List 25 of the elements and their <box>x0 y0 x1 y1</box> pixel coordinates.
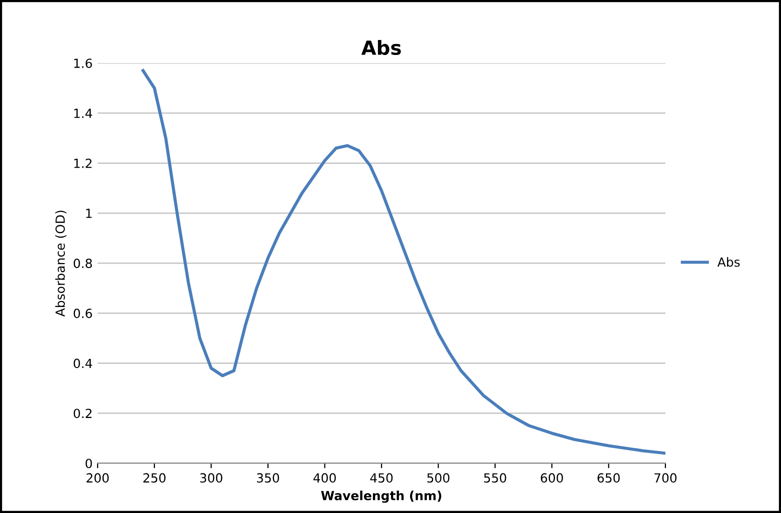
y-tick-label: 1.2 <box>74 158 92 168</box>
x-tick-label: 400 <box>313 473 336 483</box>
y-tick-label: 0.8 <box>74 258 92 268</box>
x-tick-label: 300 <box>200 473 222 483</box>
y-tick-label: 0 <box>86 458 92 468</box>
y-axis-title: Absorbance (OD) <box>55 210 66 317</box>
y-tick-label: 0.6 <box>74 308 92 318</box>
y-tick-label: 1.4 <box>74 108 92 118</box>
x-tick-label: 550 <box>484 473 506 483</box>
y-tick-label: 1.6 <box>74 58 92 68</box>
x-tick-label: 650 <box>598 473 620 483</box>
x-tick-label: 500 <box>427 473 450 483</box>
y-tick-label: 0.2 <box>74 408 92 418</box>
x-tick-label: 250 <box>143 473 166 483</box>
chart-title: Abs <box>361 40 401 56</box>
x-tick-label: 350 <box>256 473 280 483</box>
y-tick-label: 1 <box>86 208 92 218</box>
x-tick-label: 450 <box>370 473 393 483</box>
x-tick-label: 200 <box>86 473 109 483</box>
x-axis-title: Wavelength (nm) <box>321 490 442 503</box>
x-tick-label: 700 <box>654 473 677 483</box>
line-series <box>142 69 666 455</box>
y-tick-label: 0.4 <box>74 358 92 368</box>
x-tick-label: 600 <box>540 473 563 483</box>
legend-label: Abs <box>717 257 740 267</box>
